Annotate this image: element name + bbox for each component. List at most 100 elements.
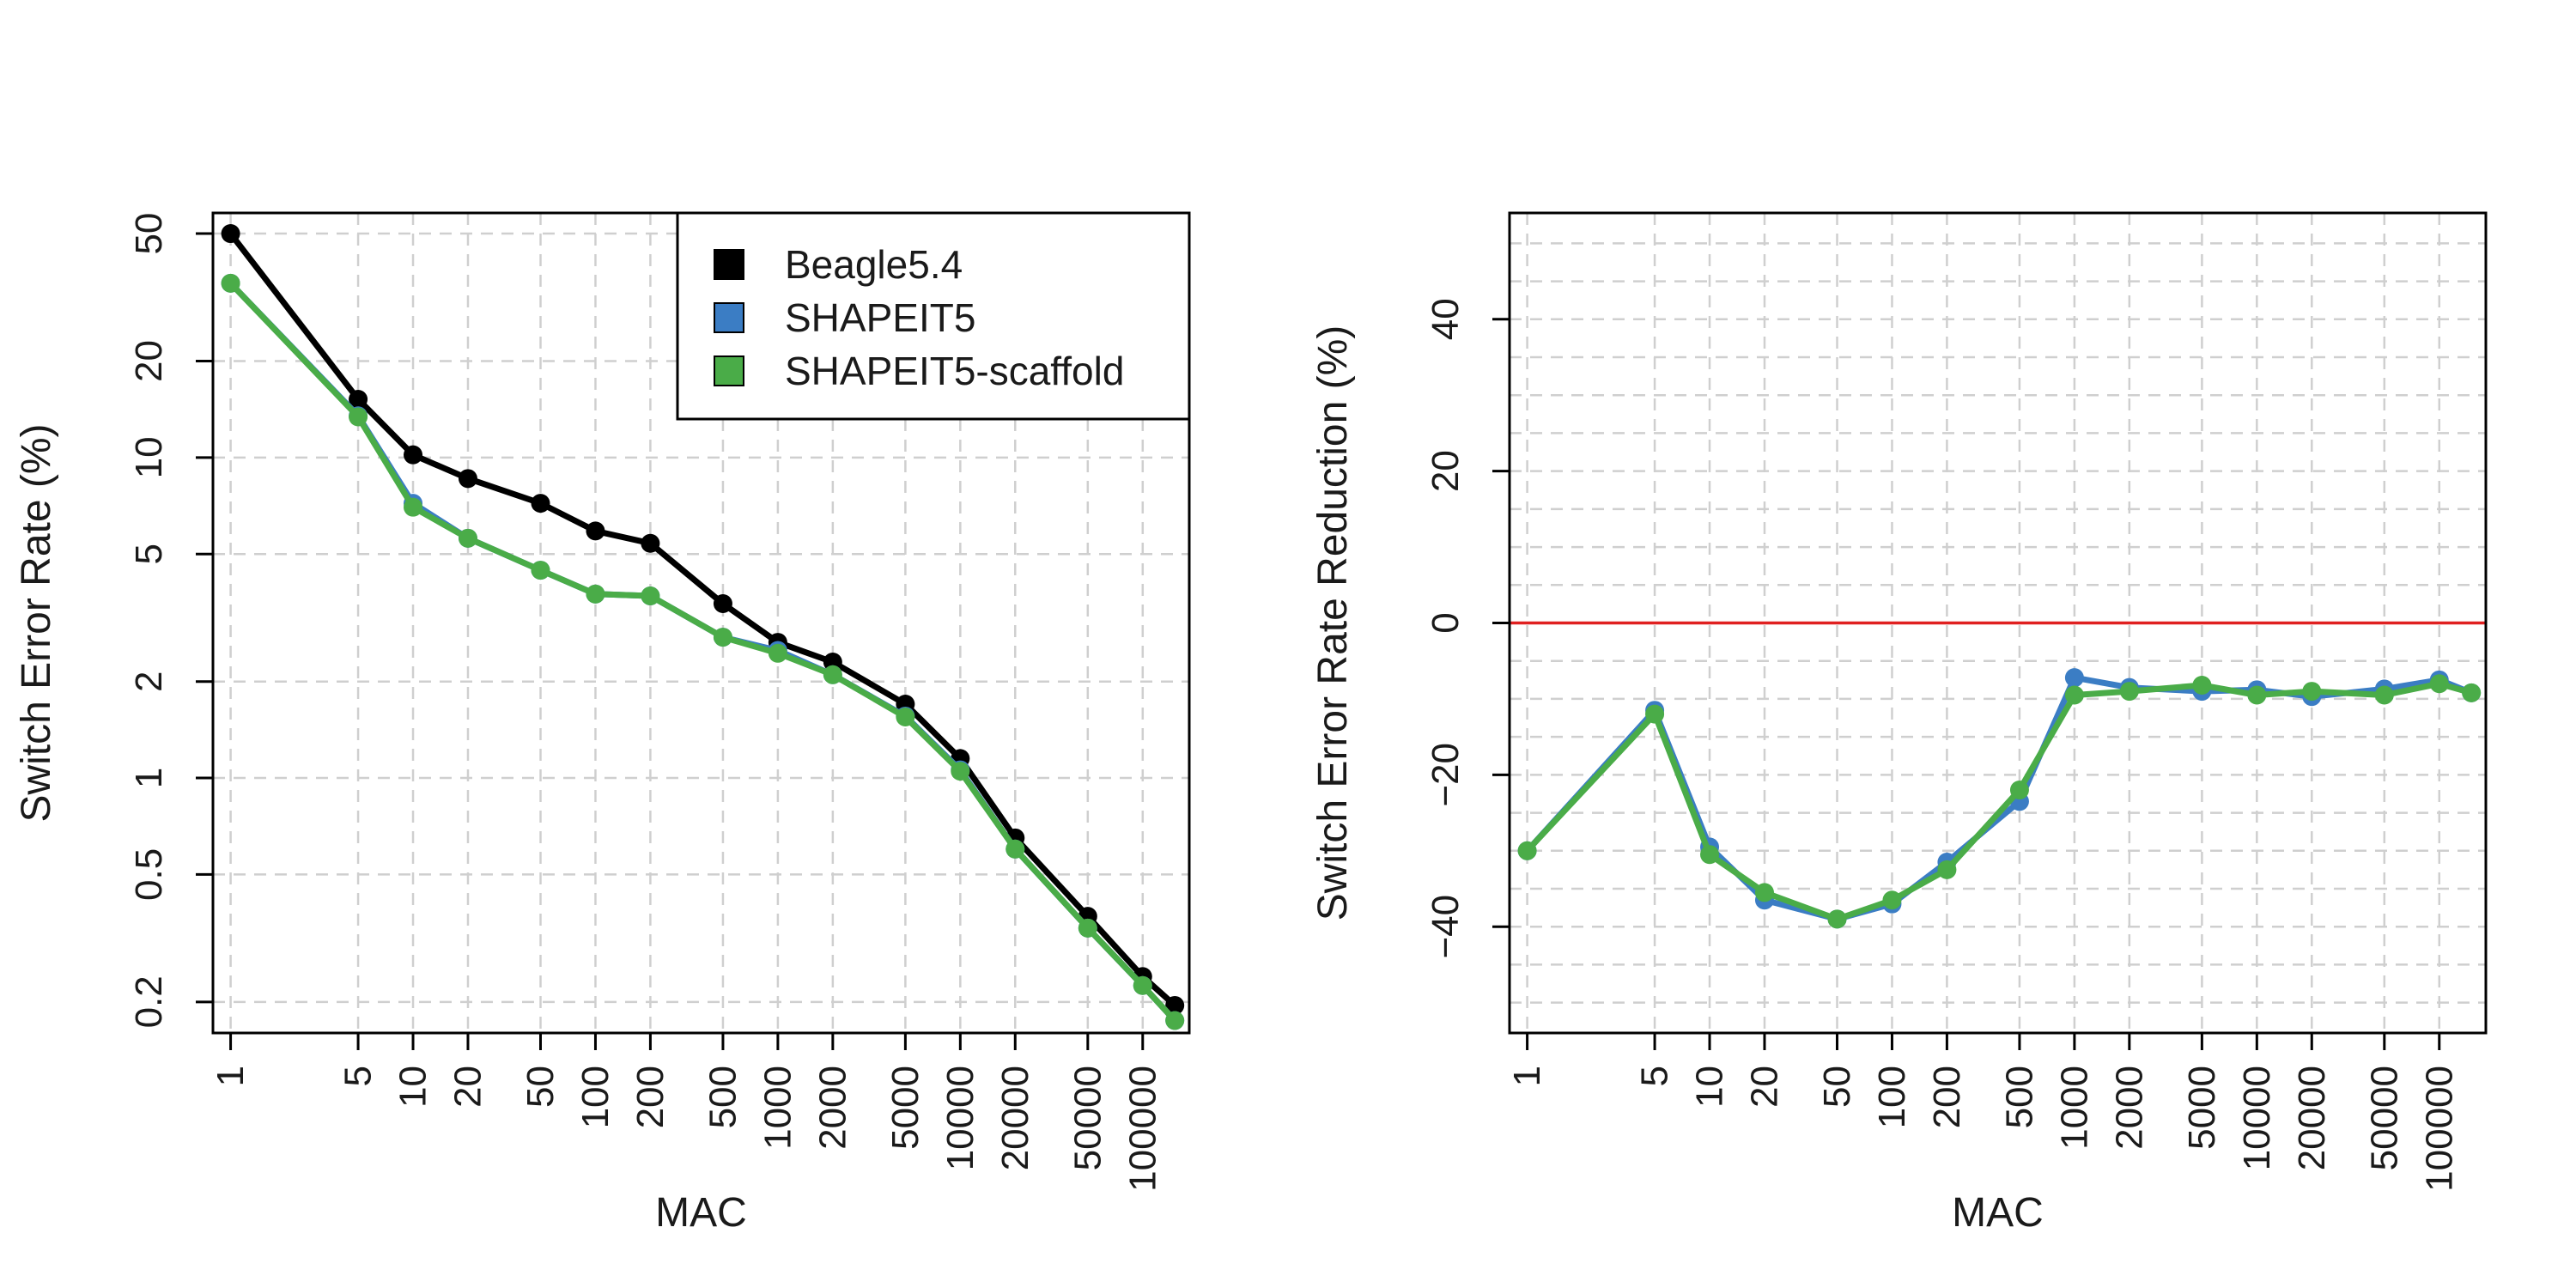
data-point [2462,683,2482,702]
series-line-beagle5-4 [228,231,1177,1008]
data-point [2009,781,2029,800]
legend: Beagle5.4 SHAPEIT5 SHAPEIT5-scaffold [676,211,1191,421]
x-tick-label: 50 [519,1066,562,1108]
series-line-shapeit5-scaffold [1525,680,2473,922]
data-point [1165,1011,1185,1030]
x-tick-label: 1000 [2053,1066,2095,1150]
data-point [2064,685,2084,705]
legend-swatch [714,302,744,333]
x-tick-label: 20000 [994,1066,1036,1170]
y-tick-label: 1 [128,768,170,788]
data-point [713,628,732,647]
x-tick-label: 10 [392,1066,434,1108]
x-tick-label: 2000 [2108,1066,2150,1150]
legend-label: Beagle5.4 [785,242,963,287]
x-tick-label: 50 [1816,1066,1858,1108]
x-tick-label: 100 [1871,1066,1913,1128]
data-point [404,497,423,517]
series-beagle5-4 [221,224,1185,1015]
x-tick-label: 5 [1634,1066,1676,1086]
data-point [768,643,787,663]
data-point [2429,674,2449,694]
x-tick-label: 100000 [2418,1066,2460,1192]
x-tick-label: 5000 [884,1066,927,1150]
x-tick-label: 50000 [1066,1066,1109,1170]
y-tick-label: 20 [1425,450,1467,492]
x-tick-label: 2000 [811,1066,854,1150]
switch-error-rate-panel: 1 5 10 20 50 100 200 500 1000 2000 5000 10000 20000 5… [14,211,1191,1236]
x-tick-label: 50000 [2363,1066,2405,1170]
data-point [951,762,970,781]
y-tick-label: 40 [1425,298,1467,340]
legend-box [676,211,1191,421]
x-tick-label: 5 [337,1066,380,1086]
x-tick-label: 100000 [1121,1066,1163,1192]
data-point [2302,682,2322,702]
x-tick-label: 20000 [2291,1066,2333,1170]
y-axis-title: Switch Error Rate Reduction (%) [1310,325,1356,921]
data-point [1078,918,1097,938]
y-tick-label: 20 [128,340,170,382]
series-line-shapeit5-scaffold [228,281,1177,1023]
data-point [1005,839,1025,859]
data-point [713,594,732,614]
data-point [458,528,477,548]
x-tick-label: 1000 [756,1066,799,1150]
data-point [458,469,477,489]
x-tick-label: 200 [1926,1066,1968,1128]
switch-error-rate-reduction-panel: 1 5 10 20 50 100 200 500 1000 2000 5000 10000 20000 5… [1310,211,2488,1236]
data-point [2064,668,2084,688]
data-point [2192,676,2212,696]
data-point [2374,685,2394,705]
data-point [221,273,240,293]
data-point [1754,883,1774,902]
data-point [641,586,660,605]
y-tick-label: 50 [128,213,170,255]
data-point [1827,909,1847,929]
data-point [1645,704,1665,724]
legend-label: SHAPEIT5 [785,295,975,340]
data-point [1165,995,1185,1015]
x-tick-label: 1 [1506,1066,1548,1086]
data-point [586,521,605,541]
data-point [2247,685,2267,705]
x-tick-label: 500 [702,1066,744,1128]
data-point [221,224,240,244]
x-tick-label: 10000 [2236,1066,2278,1170]
data-point [2119,682,2139,702]
legend-swatch [714,355,744,386]
data-point [1937,860,1957,879]
y-tick-label: 0 [1425,612,1467,633]
x-axis-title: MAC [655,1190,747,1236]
x-tick-label: 10000 [939,1066,981,1170]
x-tick-label: 100 [574,1066,617,1128]
data-point [896,707,915,726]
y-tick-label: 0.2 [128,975,170,1028]
legend-swatch [714,249,744,280]
x-tick-label: 20 [447,1066,489,1108]
y-tick-label: 10 [128,436,170,478]
data-point [349,390,368,410]
y-tick-label: −40 [1425,895,1467,959]
data-point [404,445,423,465]
series-shapeit5-scaffold [221,273,1185,1030]
x-tick-label: 10 [1689,1066,1731,1108]
data-point [586,584,605,604]
data-point [1700,845,1720,865]
y-tick-label: 2 [128,671,170,691]
legend-label: SHAPEIT5-scaffold [785,349,1124,393]
data-point [531,494,550,513]
data-point [1517,841,1537,860]
x-tick-label: 500 [1998,1066,2040,1128]
x-tick-label: 20 [1743,1066,1785,1108]
data-point [349,407,368,427]
x-tick-label: 1 [210,1066,252,1086]
data-point [1882,890,1902,910]
y-axis-title: Switch Error Rate (%) [14,423,59,822]
y-tick-label: 0.5 [128,848,170,901]
data-point [531,561,550,580]
data-point [823,665,842,684]
series-shapeit5-scaffold [1517,674,2482,929]
data-point [641,533,660,553]
